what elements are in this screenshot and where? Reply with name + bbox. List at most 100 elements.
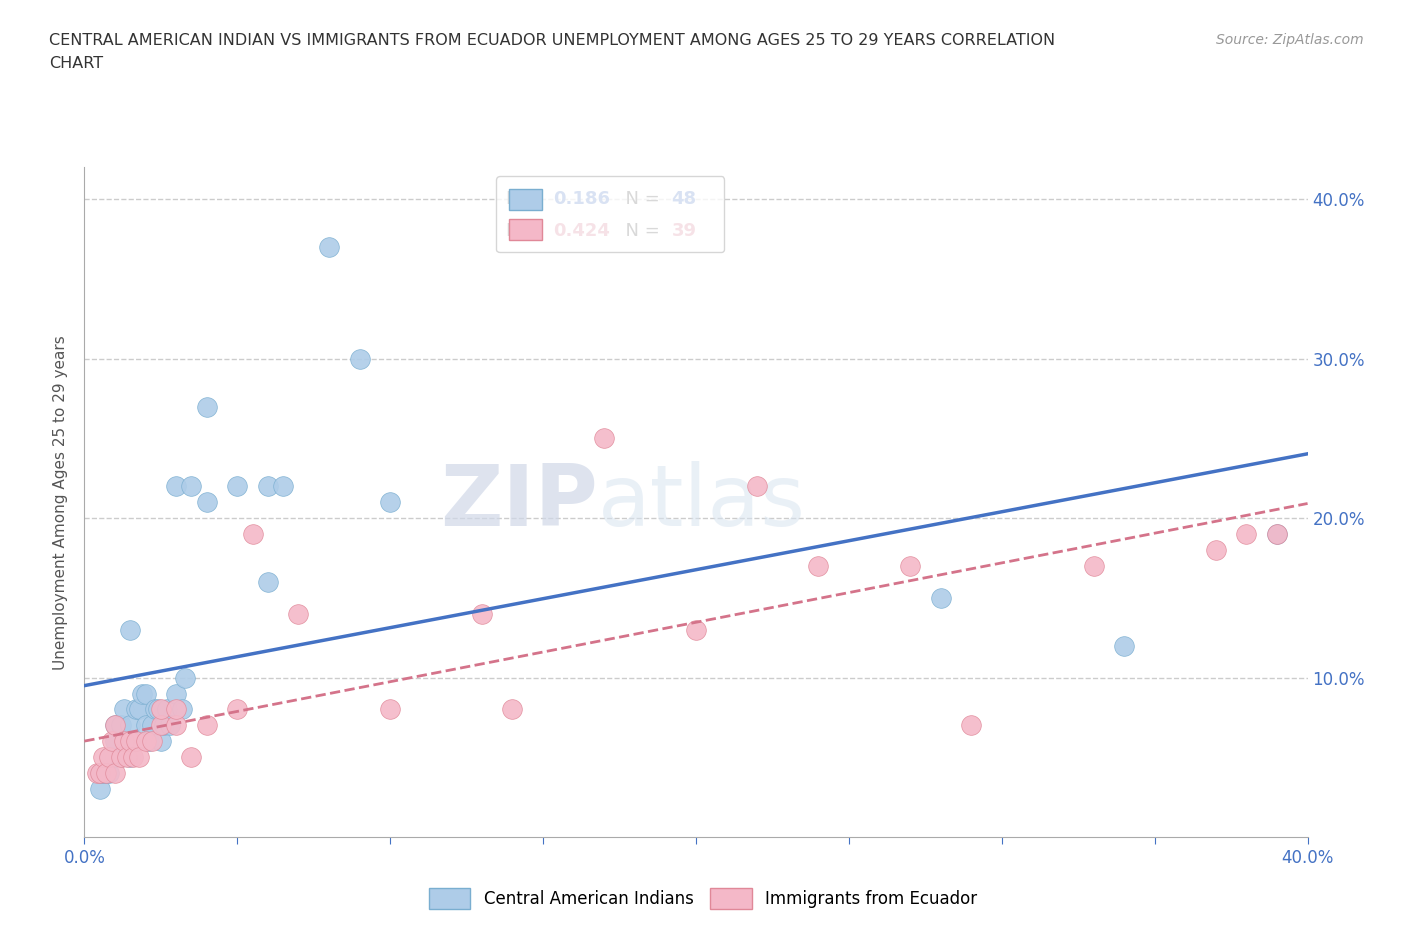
Legend:                             ,                             : ,: [496, 177, 724, 252]
Text: CHART: CHART: [49, 56, 103, 71]
Point: [122, 734, 145, 749]
Text: N =: N =: [614, 222, 665, 240]
Point: [141, 718, 163, 733]
Point: [195, 495, 218, 510]
Point: [1265, 526, 1288, 541]
Point: [141, 734, 163, 749]
Point: [318, 240, 340, 255]
Point: [380, 495, 402, 510]
Legend: Central American Indians, Immigrants from Ecuador: Central American Indians, Immigrants fro…: [420, 880, 986, 917]
Point: [685, 622, 707, 637]
Point: [138, 734, 160, 749]
Point: [91, 765, 114, 780]
Point: [242, 526, 264, 541]
Point: [1083, 559, 1105, 574]
Point: [960, 718, 983, 733]
Point: [143, 702, 166, 717]
Point: [1114, 638, 1136, 653]
Point: [104, 718, 127, 733]
Point: [122, 750, 145, 764]
Text: 0.186: 0.186: [553, 191, 610, 208]
Point: [110, 718, 132, 733]
Point: [112, 734, 135, 749]
Point: [172, 702, 194, 717]
Point: [115, 750, 138, 764]
Point: [112, 702, 135, 717]
Text: ZIP: ZIP: [440, 460, 598, 544]
Point: [271, 479, 294, 494]
Point: [104, 765, 127, 780]
Point: [156, 702, 179, 717]
Point: [195, 718, 218, 733]
Point: [180, 479, 202, 494]
Point: [747, 479, 769, 494]
Point: [165, 702, 187, 717]
Text: N =: N =: [614, 191, 665, 208]
Point: [226, 702, 249, 717]
Point: [104, 734, 127, 749]
Point: [97, 750, 120, 764]
Point: [929, 591, 952, 605]
Point: [135, 718, 157, 733]
Point: [149, 718, 172, 733]
Point: [593, 431, 616, 445]
Point: [149, 734, 172, 749]
Text: 39: 39: [672, 222, 696, 240]
Point: [174, 671, 197, 685]
Point: [110, 750, 132, 764]
Point: [165, 718, 187, 733]
Point: [86, 765, 108, 780]
Point: [128, 702, 150, 717]
Point: [502, 702, 524, 717]
Point: [149, 702, 172, 717]
Point: [1236, 526, 1258, 541]
Point: [89, 782, 111, 797]
Point: [120, 622, 142, 637]
Point: [153, 718, 176, 733]
Point: [146, 702, 169, 717]
Point: [125, 734, 148, 749]
Point: [101, 734, 124, 749]
Point: [180, 750, 202, 764]
Point: [120, 734, 142, 749]
Point: [94, 765, 117, 780]
Y-axis label: Unemployment Among Ages 25 to 29 years: Unemployment Among Ages 25 to 29 years: [53, 335, 69, 670]
Point: [101, 750, 124, 764]
Point: [1265, 526, 1288, 541]
Point: [165, 686, 187, 701]
Text: CENTRAL AMERICAN INDIAN VS IMMIGRANTS FROM ECUADOR UNEMPLOYMENT AMONG AGES 25 TO: CENTRAL AMERICAN INDIAN VS IMMIGRANTS FR…: [49, 33, 1056, 47]
Point: [165, 479, 187, 494]
Text: R =: R =: [506, 222, 546, 240]
Point: [97, 750, 120, 764]
Point: [115, 734, 138, 749]
Text: atlas: atlas: [598, 460, 806, 544]
Point: [89, 765, 111, 780]
Point: [94, 765, 117, 780]
Point: [89, 765, 111, 780]
Point: [195, 399, 218, 414]
Point: [128, 750, 150, 764]
Text: R =: R =: [506, 191, 546, 208]
Point: [226, 479, 249, 494]
Point: [104, 718, 127, 733]
Point: [110, 750, 132, 764]
Text: Source: ZipAtlas.com: Source: ZipAtlas.com: [1216, 33, 1364, 46]
Point: [120, 750, 142, 764]
Point: [125, 702, 148, 717]
Point: [898, 559, 921, 574]
Point: [135, 734, 157, 749]
Point: [159, 718, 181, 733]
Point: [807, 559, 830, 574]
Point: [349, 352, 371, 366]
Point: [257, 575, 280, 590]
Text: 0.424: 0.424: [553, 222, 610, 240]
Point: [91, 750, 114, 764]
Point: [1205, 542, 1227, 557]
Text: 48: 48: [672, 191, 696, 208]
Point: [257, 479, 280, 494]
Point: [97, 765, 120, 780]
Point: [120, 718, 142, 733]
Point: [104, 750, 127, 764]
Point: [131, 686, 153, 701]
Point: [135, 686, 157, 701]
